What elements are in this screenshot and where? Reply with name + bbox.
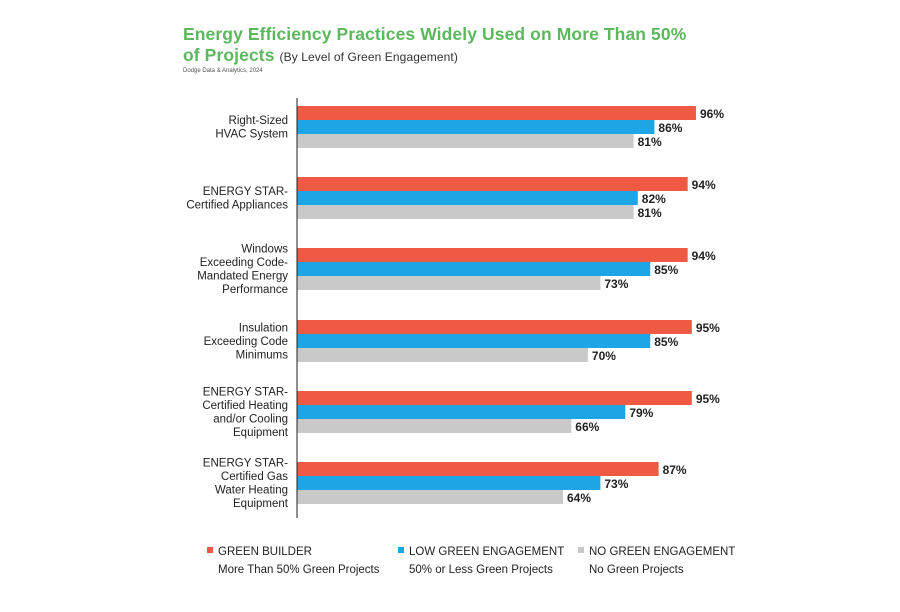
legend-description: More Than 50% Green Projects [218, 564, 380, 576]
category-label: Insulation Exceeding Code Minimums [204, 322, 289, 361]
data-label: 79% [629, 406, 653, 420]
bar-no-green [297, 490, 563, 504]
category-label-line: Insulation [239, 322, 288, 334]
category-label-line: Right-Sized [229, 115, 288, 127]
bar-green-builder [297, 391, 692, 405]
category-label-line: ENERGY STAR- [203, 186, 288, 198]
bar-low-green [297, 120, 655, 134]
bar-green-builder [297, 320, 692, 334]
category-label: ENERGY STAR-Certified Heating and/or Cool… [202, 387, 288, 440]
data-label: 73% [604, 277, 628, 291]
data-label: 85% [654, 335, 678, 349]
chart-title-line2: of Projects [183, 45, 275, 65]
bar-no-green [297, 276, 601, 290]
category-label-line: HVAC System [215, 129, 288, 141]
bar-low-green [297, 191, 638, 205]
data-label: 95% [696, 392, 720, 406]
category-label-line: Certified Gas [221, 471, 288, 483]
data-label: 64% [567, 491, 591, 505]
category-label-line: ENERGY STAR- [203, 387, 288, 399]
category-label-line: Mandated Energy [197, 271, 288, 283]
category-label-line: Windows [241, 244, 288, 256]
data-label: 94% [692, 249, 716, 263]
bar-green-builder [297, 248, 688, 262]
data-label: 85% [654, 263, 678, 277]
data-label: 95% [696, 321, 720, 335]
chart-subtitle: (By Level of Green Engagement) [279, 50, 458, 64]
data-label: 70% [592, 349, 616, 363]
source-note: Dodge Data & Analytics, 2024 [183, 68, 263, 74]
bar-no-green [297, 419, 572, 433]
legend-swatch-green-builder [207, 547, 213, 553]
bar-green-builder [297, 177, 688, 191]
chart-title: Energy Efficiency Practices Widely Used … [183, 24, 703, 68]
bar-low-green [297, 334, 651, 348]
data-label: 94% [692, 178, 716, 192]
legend-label: NO GREEN ENGAGEMENT [589, 546, 735, 558]
category-label-line: Exceeding Code- [200, 257, 288, 269]
bar-no-green [297, 134, 634, 148]
category-label-line: Performance [222, 284, 288, 296]
category-label: Windows Exceeding Code- Mandated Energy Per… [197, 244, 288, 297]
data-label: 81% [638, 135, 662, 149]
category-label-line: Water Heating [215, 485, 288, 497]
data-label: 73% [604, 477, 628, 491]
data-label: 66% [575, 420, 599, 434]
legend-label: GREEN BUILDER [218, 546, 312, 558]
chart-title-line1: Energy Efficiency Practices Widely Used … [183, 24, 687, 44]
data-label: 87% [663, 463, 687, 477]
legend-description: 50% or Less Green Projects [409, 564, 553, 576]
category-label-line: Equipment [233, 427, 289, 439]
category-label-line: Certified Appliances [186, 200, 288, 212]
legend-description: No Green Projects [589, 564, 684, 576]
bar-low-green [297, 405, 626, 419]
category-label-line: Exceeding Code [204, 336, 288, 348]
data-label: 82% [642, 192, 666, 206]
data-label: 96% [700, 107, 724, 121]
category-label-line: Minimums [236, 349, 289, 361]
category-label: ENERGY STAR- Certified Appliances [186, 186, 288, 212]
legend-label: LOW GREEN ENGAGEMENT [409, 546, 564, 558]
category-label: Right-Sized HVAC System [215, 115, 288, 141]
bar-low-green [297, 262, 651, 276]
category-label-line: and/or Cooling [213, 414, 288, 426]
bar-green-builder [297, 462, 659, 476]
bar-no-green [297, 205, 634, 219]
legend-swatch-no-green [578, 547, 584, 553]
bar-green-builder [297, 106, 696, 120]
legend-swatch-low-green [398, 547, 404, 553]
bar-no-green [297, 348, 588, 362]
category-label-line: Equipment [233, 498, 289, 510]
data-label: 86% [658, 121, 682, 135]
data-label: 81% [638, 206, 662, 220]
bar-low-green [297, 476, 601, 490]
category-label: ENERGY STAR-Certified Gas Water Heating Eq… [203, 458, 289, 511]
category-label-line: ENERGY STAR- [203, 458, 288, 470]
chart-title-block: Energy Efficiency Practices Widely Used … [183, 24, 703, 68]
category-label-line: Certified Heating [202, 400, 288, 412]
